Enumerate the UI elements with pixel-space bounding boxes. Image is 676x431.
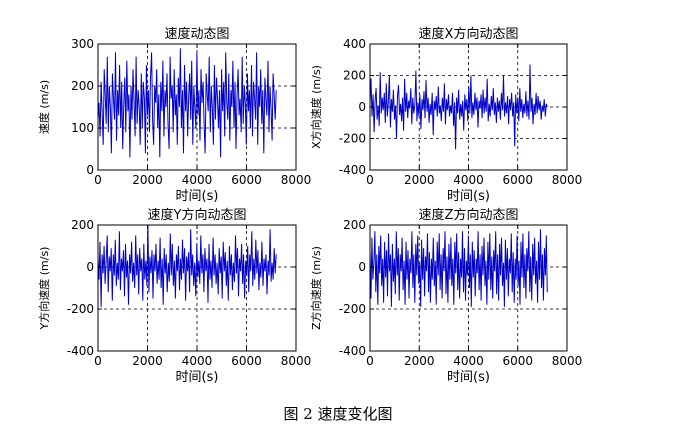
series-line	[369, 64, 548, 150]
x-tick-label: 4000	[182, 173, 213, 187]
chart-title: 速度X方向动态图	[419, 26, 519, 42]
x-tick-label: 2000	[132, 173, 163, 187]
x-tick-label: 0	[94, 354, 102, 368]
y-tick-label: -200	[339, 302, 366, 316]
x-tick-label: 2000	[404, 354, 435, 368]
subplot-speed-z: 0 2000 4000 6000 8000 -400 -200 0 200 速度Z方向动态图时间(…	[309, 207, 582, 385]
x-tick-label: 2000	[132, 354, 163, 368]
x-axis-label: 时间(s)	[447, 370, 490, 385]
y-tick-label: 200	[343, 69, 366, 83]
y-tick-label: 400	[343, 37, 366, 51]
series-line	[97, 224, 277, 307]
chart-title: 速度动态图	[164, 26, 229, 42]
x-tick-label: 8000	[281, 354, 312, 368]
x-tick-label: 6000	[231, 173, 262, 187]
y-tick-label: 0	[86, 260, 94, 274]
subplot-speed-x: 0 2000 4000 6000 8000 -400 -200 0 200 400 速度X方向动态图…	[309, 26, 582, 204]
x-tick-label: 0	[366, 354, 374, 368]
x-axis-label: 时间(s)	[176, 370, 219, 385]
y-tick-label: 200	[71, 79, 94, 93]
chart-title: 速度Z方向动态图	[419, 207, 519, 223]
y-tick-label: 100	[71, 121, 94, 135]
x-tick-label: 4000	[453, 173, 484, 187]
figure-caption: 图 2 速度变化图	[283, 405, 393, 423]
chart-title: 速度Y方向动态图	[148, 207, 247, 223]
x-tick-label: 8000	[552, 173, 583, 187]
x-tick-label: 0	[94, 173, 102, 187]
x-tick-label: 6000	[502, 354, 533, 368]
x-axis-label: 时间(s)	[176, 189, 219, 204]
y-tick-label: 0	[358, 100, 366, 114]
y-axis-label: 速度 (m/s)	[37, 80, 51, 134]
y-tick-label: 0	[86, 163, 94, 177]
x-tick-label: 6000	[231, 354, 262, 368]
y-tick-label: -400	[67, 344, 94, 358]
y-tick-label: 300	[71, 37, 94, 51]
y-tick-label: -400	[339, 344, 366, 358]
x-tick-label: 0	[366, 173, 374, 187]
y-tick-label: 200	[71, 218, 94, 232]
y-tick-label: -400	[339, 163, 366, 177]
series-line	[369, 229, 548, 307]
y-tick-label: 0	[358, 260, 366, 274]
y-axis-label: Z方向速度 (m/s)	[309, 246, 323, 330]
y-tick-label: -200	[339, 132, 366, 146]
y-axis-label: X方向速度 (m/s)	[309, 65, 323, 149]
y-axis-label: Y方向速度 (m/s)	[37, 247, 51, 331]
x-tick-label: 2000	[404, 173, 435, 187]
x-tick-label: 8000	[281, 173, 312, 187]
y-tick-label: 200	[343, 218, 366, 232]
subplot-speed-y: 0 2000 4000 6000 8000 -400 -200 0 200 速度Y方向动态图时间(…	[37, 207, 311, 385]
x-tick-label: 6000	[502, 173, 533, 187]
x-tick-label: 4000	[453, 354, 484, 368]
x-tick-label: 4000	[182, 354, 213, 368]
y-tick-label: -200	[67, 302, 94, 316]
x-tick-label: 8000	[552, 354, 583, 368]
series-line	[97, 48, 277, 158]
x-axis-label: 时间(s)	[447, 189, 490, 204]
